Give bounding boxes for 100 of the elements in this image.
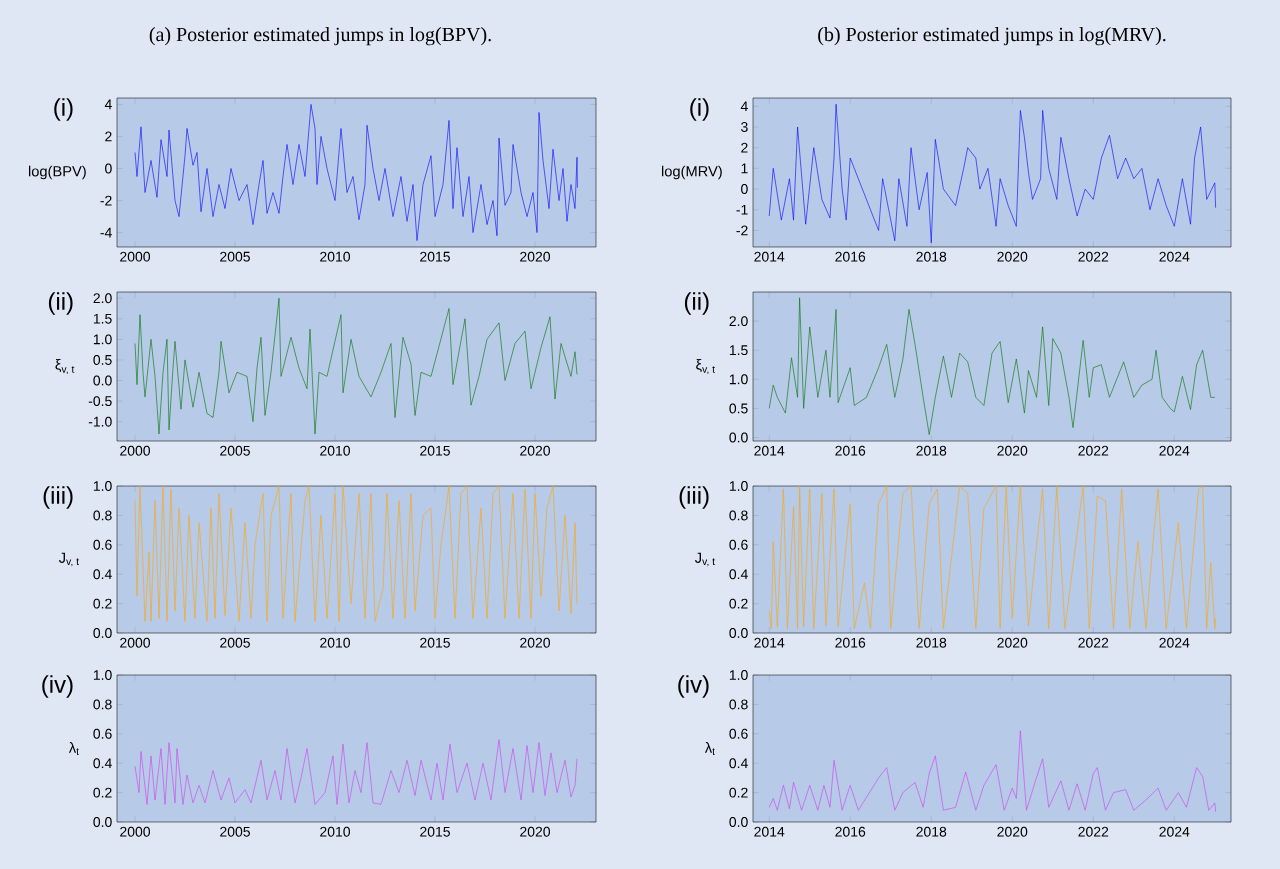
y-axis-title: $\text{λ}_{\text{t}}$ bbox=[68, 742, 79, 755]
x-tick-label: 2020 bbox=[997, 445, 1028, 456]
x-tick-label: 2018 bbox=[916, 251, 947, 262]
y-tick-label: 1.0 bbox=[93, 670, 112, 680]
x-tick-label: 2000 bbox=[120, 251, 151, 262]
x-tick-label: 2024 bbox=[1159, 826, 1190, 837]
y-tick-label: 0.8 bbox=[729, 510, 748, 521]
x-tick-label: 2020 bbox=[520, 826, 551, 837]
text: (iii) bbox=[679, 486, 709, 509]
chart-title: (a) Posterior estimated jumps in log(BPV). bbox=[149, 27, 491, 46]
y-tick-label: 1.0 bbox=[93, 481, 112, 491]
x-tick-label: 2022 bbox=[1078, 637, 1109, 648]
y-tick-label: 1.0 bbox=[729, 481, 748, 491]
x-tick-label: 2015 bbox=[420, 251, 450, 262]
y-tick-label: 0.6 bbox=[729, 728, 748, 739]
x-tick-label: 2024 bbox=[1159, 637, 1190, 648]
x-tick-label: 2010 bbox=[320, 445, 351, 456]
y-tick-label: 0.0 bbox=[729, 817, 748, 827]
x-tick-label: 2014 bbox=[754, 251, 785, 262]
y-tick-label: 0.8 bbox=[729, 699, 748, 710]
x-tick-label: 2020 bbox=[520, 251, 551, 262]
x-tick-label: 2018 bbox=[916, 445, 947, 456]
line-series bbox=[134, 104, 578, 241]
x-tick-label: 2015 bbox=[420, 445, 450, 456]
y-tick-label: 0.6 bbox=[93, 539, 112, 550]
y-tick-label: 0.5 bbox=[93, 354, 112, 365]
y-tick-label: 1.5 bbox=[729, 345, 748, 356]
x-tick-label: 2010 bbox=[320, 826, 351, 837]
x-tick-label: 2024 bbox=[1159, 251, 1190, 262]
text: (iii) bbox=[43, 486, 73, 509]
y-axis-title: $\text{log(BPV)}$ bbox=[28, 165, 86, 180]
y-axis-title: $\text{J}_{\text{v, t}}$ bbox=[58, 552, 79, 567]
y-axis-title: $\text{ξ}_{\text{v, t}}$ bbox=[696, 358, 715, 375]
y-tick-label: -4 bbox=[100, 227, 112, 238]
y-tick-label: 0.2 bbox=[93, 787, 112, 798]
y-tick-label: -2 bbox=[100, 195, 112, 206]
y-tick-label: -1.0 bbox=[88, 416, 112, 427]
y-tick-label: -1 bbox=[736, 204, 748, 215]
x-tick-label: 2020 bbox=[997, 637, 1028, 648]
y-tick-label: 0.6 bbox=[729, 539, 748, 550]
y-tick-label: 1.0 bbox=[93, 334, 112, 345]
x-tick-label: 2022 bbox=[1078, 445, 1109, 456]
text: (i) bbox=[54, 98, 73, 121]
x-tick-label: 2016 bbox=[835, 251, 866, 262]
x-tick-label: 2016 bbox=[835, 445, 866, 456]
x-tick-label: 2015 bbox=[420, 637, 450, 648]
y-tick-label: -0.5 bbox=[88, 396, 112, 407]
y-tick-label: 0.0 bbox=[729, 628, 748, 638]
text: (ii) bbox=[684, 292, 709, 315]
y-axis-title: $\text{J}_{\text{v, t}}$ bbox=[694, 552, 715, 567]
y-tick-label: 0.0 bbox=[729, 432, 748, 443]
y-tick-label: 4 bbox=[104, 99, 112, 110]
y-tick-label: 0.0 bbox=[93, 817, 112, 827]
x-tick-label: 2014 bbox=[754, 445, 785, 456]
y-tick-label: 4 bbox=[740, 101, 748, 112]
y-axis-title: $\text{ξ}_{\text{v, t}}$ bbox=[55, 358, 75, 375]
y-tick-label: 2.0 bbox=[729, 316, 748, 327]
x-tick-label: 2016 bbox=[835, 826, 866, 837]
x-tick-label: 2000 bbox=[120, 445, 151, 456]
x-tick-label: 2014 bbox=[754, 637, 785, 648]
line-series bbox=[134, 739, 578, 805]
x-tick-label: 2005 bbox=[220, 826, 250, 837]
x-tick-label: 2020 bbox=[520, 445, 551, 456]
text: (i) bbox=[690, 98, 709, 121]
x-tick-label: 2018 bbox=[916, 637, 947, 648]
y-tick-label: 0.0 bbox=[93, 628, 112, 638]
x-tick-label: 2020 bbox=[520, 637, 551, 648]
y-tick-label: 2 bbox=[741, 142, 748, 153]
x-tick-label: 2022 bbox=[1078, 826, 1109, 837]
y-tick-label: 1.0 bbox=[729, 374, 748, 385]
x-tick-label: 2016 bbox=[835, 637, 866, 648]
x-tick-label: 2005 bbox=[220, 445, 250, 456]
x-tick-label: 2014 bbox=[754, 826, 785, 837]
x-tick-label: 2015 bbox=[420, 826, 450, 837]
y-tick-label: 0.8 bbox=[93, 699, 112, 710]
y-tick-label: -2 bbox=[736, 225, 748, 236]
y-tick-label: 0.2 bbox=[93, 598, 112, 609]
line-series bbox=[768, 730, 1216, 813]
x-tick-label: 2010 bbox=[320, 637, 351, 648]
y-tick-label: 3 bbox=[741, 122, 748, 132]
x-tick-label: 2022 bbox=[1078, 251, 1109, 262]
y-tick-label: 0.4 bbox=[93, 569, 112, 580]
y-tick-label: 0.2 bbox=[729, 598, 748, 609]
text: (iv) bbox=[42, 675, 73, 698]
y-tick-label: 2.0 bbox=[93, 293, 112, 304]
y-tick-label: 0 bbox=[741, 184, 748, 195]
y-tick-label: 2 bbox=[105, 131, 112, 142]
y-tick-label: 0 bbox=[105, 163, 112, 174]
y-tick-label: 0.0 bbox=[93, 375, 112, 386]
y-tick-label: 0.4 bbox=[729, 758, 748, 769]
y-tick-label: 0.5 bbox=[729, 403, 748, 414]
y-tick-label: 1 bbox=[741, 163, 748, 174]
x-tick-label: 2018 bbox=[916, 826, 947, 837]
y-tick-label: 0.8 bbox=[93, 510, 112, 521]
y-tick-label: 1.0 bbox=[729, 670, 748, 680]
y-tick-label: 0.2 bbox=[729, 787, 748, 798]
text: (iv) bbox=[678, 675, 709, 698]
y-tick-label: 0.6 bbox=[93, 728, 112, 739]
y-axis-title: $\text{λ}_{\text{t}}$ bbox=[704, 742, 715, 755]
y-tick-label: 0.4 bbox=[729, 569, 748, 580]
